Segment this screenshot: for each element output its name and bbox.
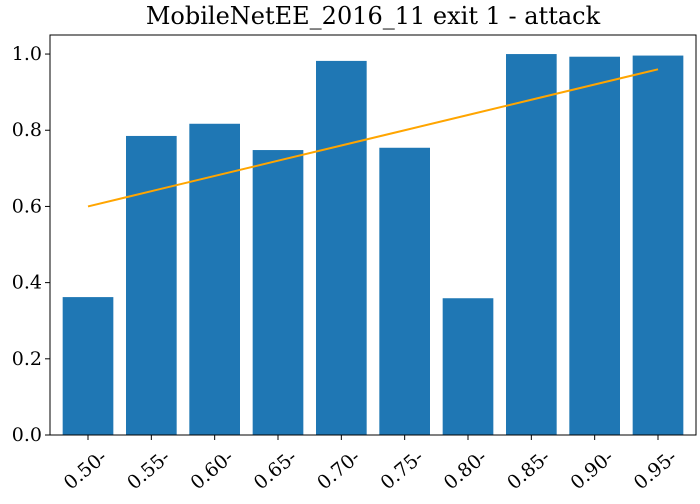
trend-line [87, 68, 659, 208]
trend-line-layer [87, 68, 659, 208]
y-tick-label: 0.8 [12, 119, 42, 141]
x-tick-label: 0.65- [250, 446, 301, 494]
y-tick-label: 0.2 [12, 348, 42, 370]
x-tick-label: 0.75- [376, 446, 427, 494]
x-tick-label: 0.50- [60, 446, 111, 494]
x-tick-label: 0.60- [186, 446, 237, 494]
chart-title: MobileNetEE_2016_11 exit 1 - attack [146, 2, 601, 30]
x-tick-label: 0.95- [630, 446, 681, 494]
bar-0.75- [379, 147, 430, 435]
bar-0.95- [632, 55, 684, 435]
x-tick-label: 0.70- [313, 446, 364, 494]
bar-0.80- [442, 298, 494, 435]
bar-0.60- [189, 123, 240, 435]
x-tick-label: 0.85- [503, 446, 554, 494]
x-tick-label: 0.55- [123, 446, 174, 494]
x-tick-label: 0.90- [566, 446, 617, 494]
bar-0.50- [62, 297, 114, 435]
bar-0.65- [252, 150, 304, 436]
bars-layer [62, 54, 684, 436]
bar-0.90- [569, 56, 620, 436]
bar-0.70- [316, 60, 367, 436]
plot-frame [49, 34, 697, 436]
x-tick-label: 0.80- [440, 446, 491, 494]
y-tick-label: 1.0 [12, 43, 42, 65]
bar-0.55- [126, 135, 177, 435]
y-tick-label: 0.0 [12, 424, 42, 446]
bar-0.85- [506, 54, 557, 436]
x-axis: 0.50- 0.55- 0.60- 0.65- 0.70- 0.75- 0.80- 0.85-… [60, 435, 681, 494]
y-axis: 0.0 0.2 0.4 0.6 0.8 1.0 [12, 43, 50, 446]
y-tick-label: 0.6 [12, 195, 42, 217]
y-tick-label: 0.4 [12, 272, 42, 294]
